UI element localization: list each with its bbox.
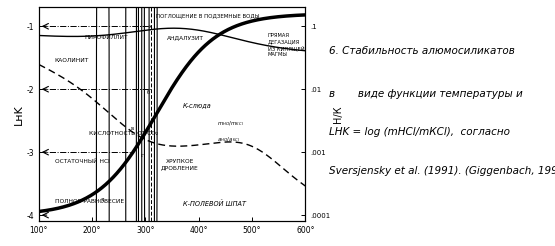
- Text: $a_{HCl}/a_{KCl}$: $a_{HCl}/a_{KCl}$: [218, 135, 240, 144]
- Text: ПОЛНОЕ РАВНОВЕСИЕ: ПОЛНОЕ РАВНОВЕСИЕ: [55, 199, 124, 204]
- Text: д: д: [101, 197, 104, 202]
- Text: в: в: [130, 126, 134, 131]
- Text: б: б: [147, 90, 150, 95]
- Y-axis label: LнK: LнK: [13, 104, 23, 125]
- Text: LНK = log (mНCl/mКCl),  согласно: LНK = log (mНCl/mКCl), согласно: [329, 127, 511, 137]
- Text: в       виде функции температуры и: в виде функции температуры и: [329, 89, 523, 99]
- Text: КИСЛОТНОСТЬ ОТ CO₂: КИСЛОТНОСТЬ ОТ CO₂: [89, 131, 159, 136]
- Text: ПИРОФИЛЛИТ: ПИРОФИЛЛИТ: [84, 35, 128, 40]
- Text: $m_{HCl}/m_{KCl}$: $m_{HCl}/m_{KCl}$: [218, 119, 244, 128]
- Text: а: а: [149, 24, 153, 29]
- Text: 6. Стабильность алюмосиликатов: 6. Стабильность алюмосиликатов: [329, 46, 515, 56]
- Text: ПРЯМАЯ
ДЕГАЗАЦИЯ
ИЗ КИПЯЩЕЙ
МАГМЫ: ПРЯМАЯ ДЕГАЗАЦИЯ ИЗ КИПЯЩЕЙ МАГМЫ: [268, 33, 305, 58]
- Text: ПОГЛОЩЕНИЕ В ПОДЗЕМНЫЕ ВОДЫ: ПОГЛОЩЕНИЕ В ПОДЗЕМНЫЕ ВОДЫ: [156, 13, 260, 18]
- Text: КАОЛИНИТ: КАОЛИНИТ: [55, 58, 89, 63]
- Text: г: г: [142, 153, 144, 158]
- Y-axis label: Н/К: Н/К: [333, 106, 343, 123]
- Text: ХРУПКОЕ
ДРОБЛЕНИЕ: ХРУПКОЕ ДРОБЛЕНИЕ: [161, 159, 199, 170]
- Text: Sversjensky et al. (1991). (Giggenbach, 1992).: Sversjensky et al. (1991). (Giggenbach, …: [329, 166, 555, 176]
- Text: К-ПОЛЕВОЙ ШПАТ: К-ПОЛЕВОЙ ШПАТ: [183, 200, 246, 207]
- Text: АНДАЛУЗИТ: АНДАЛУЗИТ: [166, 35, 204, 40]
- Text: К-слюда: К-слюда: [183, 102, 211, 108]
- Text: ОСТАТОЧНЫЙ HCl: ОСТАТОЧНЫЙ HCl: [55, 159, 109, 164]
